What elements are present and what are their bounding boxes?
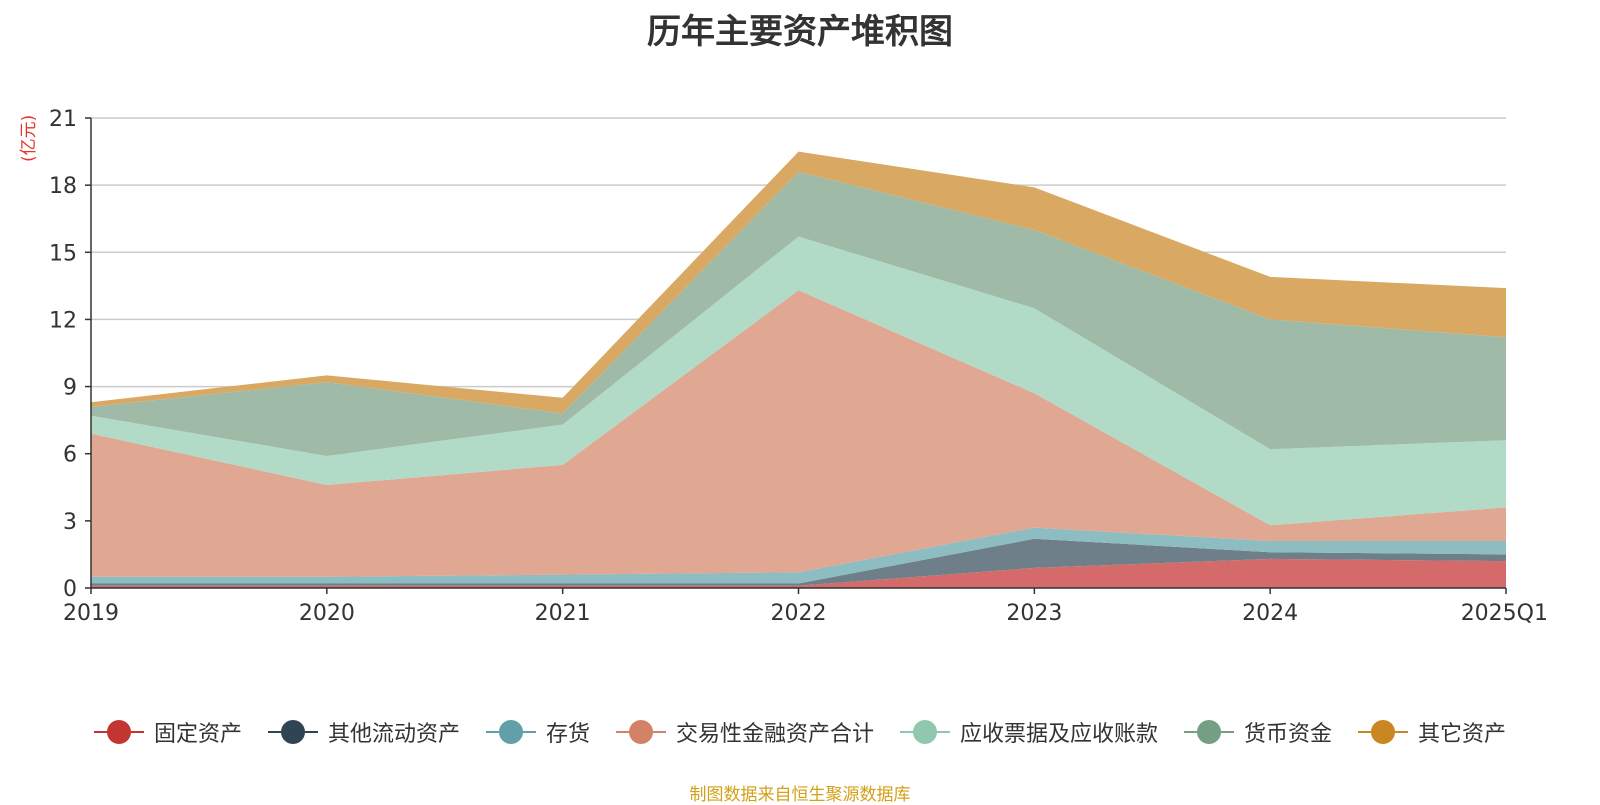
y-tick-label: 3 <box>63 510 77 535</box>
legend-item[interactable]: 交易性金融资产合计 <box>615 716 874 748</box>
y-tick-label: 12 <box>49 308 77 333</box>
axes: 0 3 6 9 12 15 18 21 2019 2020 2021 2022 2023 2024 2025… <box>49 107 1548 626</box>
area-series <box>91 151 1506 588</box>
area-series-7[interactable] <box>91 151 1506 414</box>
x-tick-label: 2025Q1 <box>1461 601 1548 626</box>
area-series-1[interactable] <box>91 558 1506 588</box>
legend-marker-icon <box>93 719 144 745</box>
x-tick-label: 2020 <box>299 601 355 626</box>
y-tick-label: 15 <box>49 241 77 266</box>
legend-label: 固定资产 <box>153 722 242 747</box>
legend-marker-icon <box>615 719 666 745</box>
chart-title: 历年主要资产堆积图 <box>647 12 953 52</box>
y-tick-label: 9 <box>63 376 77 401</box>
legend-marker-icon <box>485 719 536 745</box>
x-tick-label: 2024 <box>1242 601 1298 626</box>
legend-item[interactable]: 货币资金 <box>1184 716 1332 748</box>
area-series-2[interactable] <box>91 538 1506 586</box>
x-tick-label: 2023 <box>1006 601 1062 626</box>
legend-label: 存货 <box>545 722 590 747</box>
area-series-4[interactable] <box>91 290 1506 577</box>
legend-label: 交易性金融资产合计 <box>675 722 874 747</box>
x-tick-label: 2021 <box>535 601 591 626</box>
legend-item[interactable]: 应收票据及应收账款 <box>900 716 1158 748</box>
source-note: 制图数据来自恒生聚源数据库 <box>689 785 911 805</box>
area-series-5[interactable] <box>91 236 1506 526</box>
legend-item[interactable]: 其它资产 <box>1358 716 1506 748</box>
legend-item[interactable]: 固定资产 <box>93 716 242 748</box>
y-tick-label: 18 <box>49 174 77 199</box>
area-series-3[interactable] <box>91 527 1506 584</box>
legend-item[interactable]: 存货 <box>485 716 590 748</box>
legend-marker-icon <box>267 719 318 745</box>
x-tick-label: 2022 <box>771 601 827 626</box>
y-tick-label: 21 <box>49 107 77 132</box>
legend-marker-icon <box>1184 719 1235 745</box>
legend-label: 其他流动资产 <box>327 722 460 747</box>
y-tick-label: 6 <box>63 443 77 468</box>
area-series-6[interactable] <box>91 171 1506 456</box>
legend-item[interactable]: 其他流动资产 <box>267 716 460 748</box>
legend-label: 货币资金 <box>1244 722 1333 747</box>
legend-label: 其它资产 <box>1418 722 1507 747</box>
x-tick-label: 2019 <box>63 601 119 626</box>
y-tick-label: 0 <box>63 577 77 602</box>
legend: 固定资产 其他流动资产 存货 交易性金融资产合计 应收票据及应收账款 货币资金 其它资产 <box>0 712 1600 752</box>
legend-marker-icon <box>900 719 950 745</box>
legend-label: 应收票据及应收账款 <box>960 722 1159 747</box>
legend-marker-icon <box>1358 719 1409 745</box>
